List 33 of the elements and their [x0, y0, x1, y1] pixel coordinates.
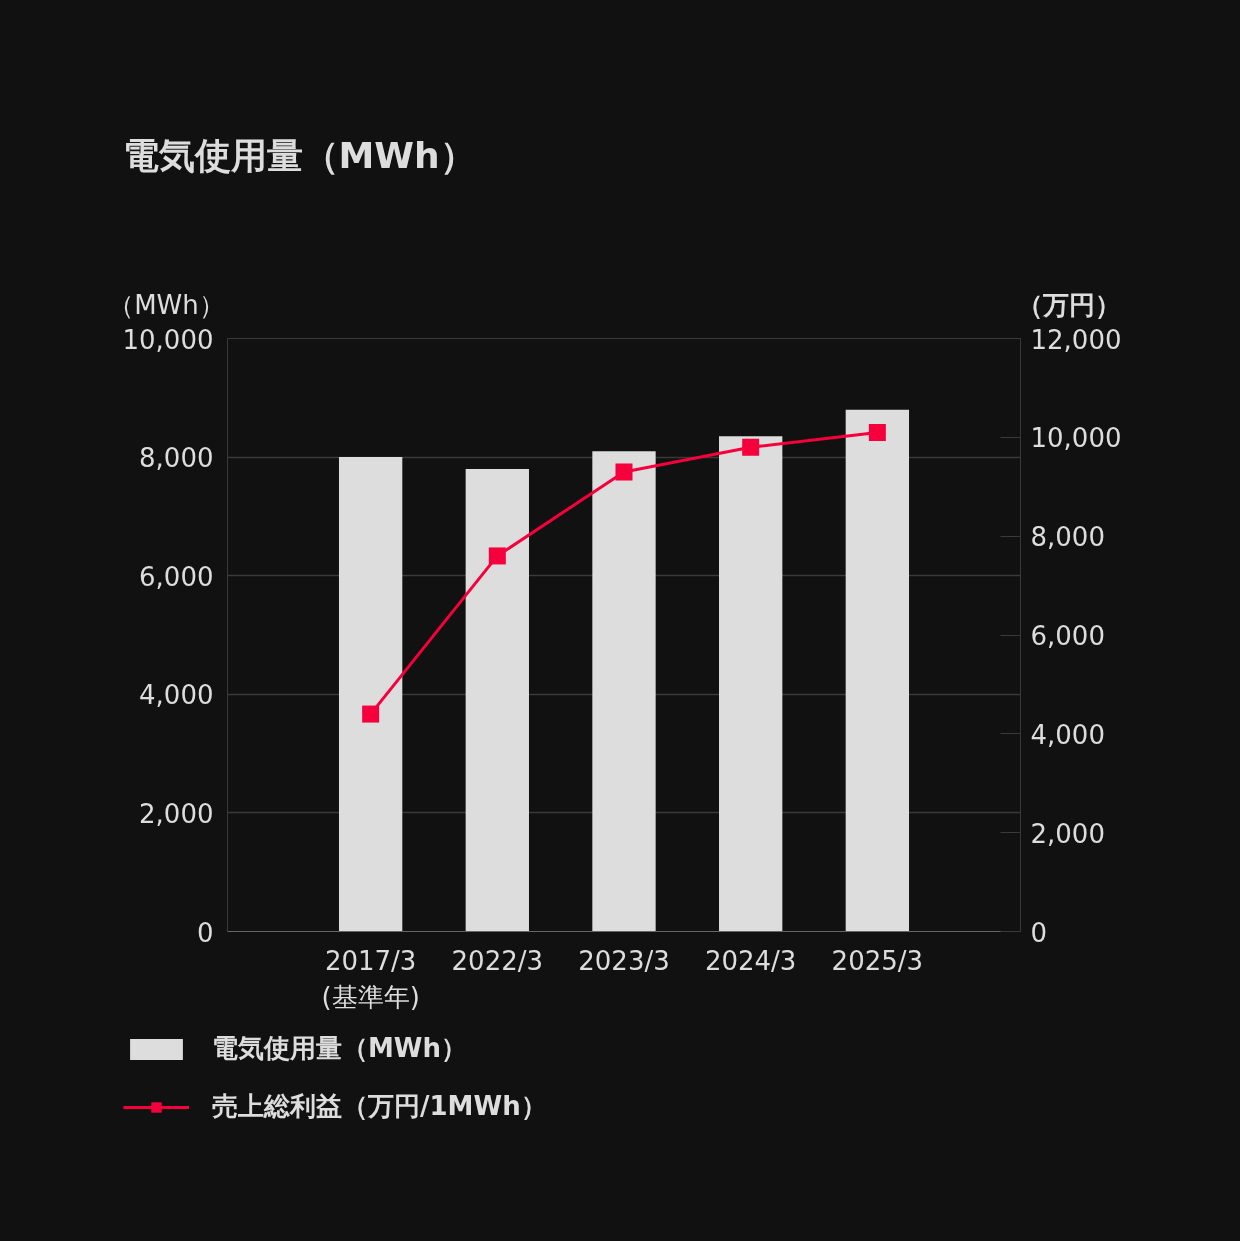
x-tick-label: 2023/3 [578, 945, 670, 976]
y2-axis-title: （万円） [1016, 289, 1121, 320]
y-axis-title: （MWh） [108, 289, 225, 320]
point [488, 547, 506, 565]
y2-tick-label: 8,000 [1030, 522, 1105, 553]
y-tick-label: 4,000 [139, 680, 214, 711]
x-tick-label: 2024/3 [704, 945, 797, 976]
x-tick-label: 2017/3 (基準年) [321, 945, 420, 1012]
y2-tick-label: 6,000 [1030, 621, 1105, 651]
bar [845, 409, 910, 932]
y-tick-label: 2,000 [139, 798, 214, 829]
legend-label: 電気使用量（MWh） [212, 1032, 468, 1065]
bar [465, 468, 529, 932]
y2-tick-label: 12,000 [1030, 324, 1122, 355]
point [868, 423, 886, 441]
point [742, 438, 760, 456]
x-tick-label: 2022/3 [451, 945, 544, 976]
chart-title: 電気使用量（MWh） [122, 135, 476, 176]
point [362, 705, 380, 723]
bar [338, 457, 403, 932]
x-tick-label: 2025/3 [831, 945, 924, 976]
bar [719, 436, 783, 932]
y2-tick-label: 0 [1030, 917, 1048, 948]
legend-label: 売上総利益（万円/1MWh） [212, 1090, 547, 1123]
y2-tick-label: 10,000 [1030, 423, 1122, 454]
y-tick-label: 6,000 [139, 561, 214, 592]
y2-tick-label: 4,000 [1030, 719, 1105, 750]
point [615, 463, 633, 481]
y-tick-label: 10,000 [122, 324, 214, 355]
y-tick-label: 0 [196, 917, 214, 948]
y2-tick-label: 2,000 [1030, 818, 1105, 849]
bar [592, 451, 656, 932]
y-tick-label: 8,000 [139, 443, 214, 474]
